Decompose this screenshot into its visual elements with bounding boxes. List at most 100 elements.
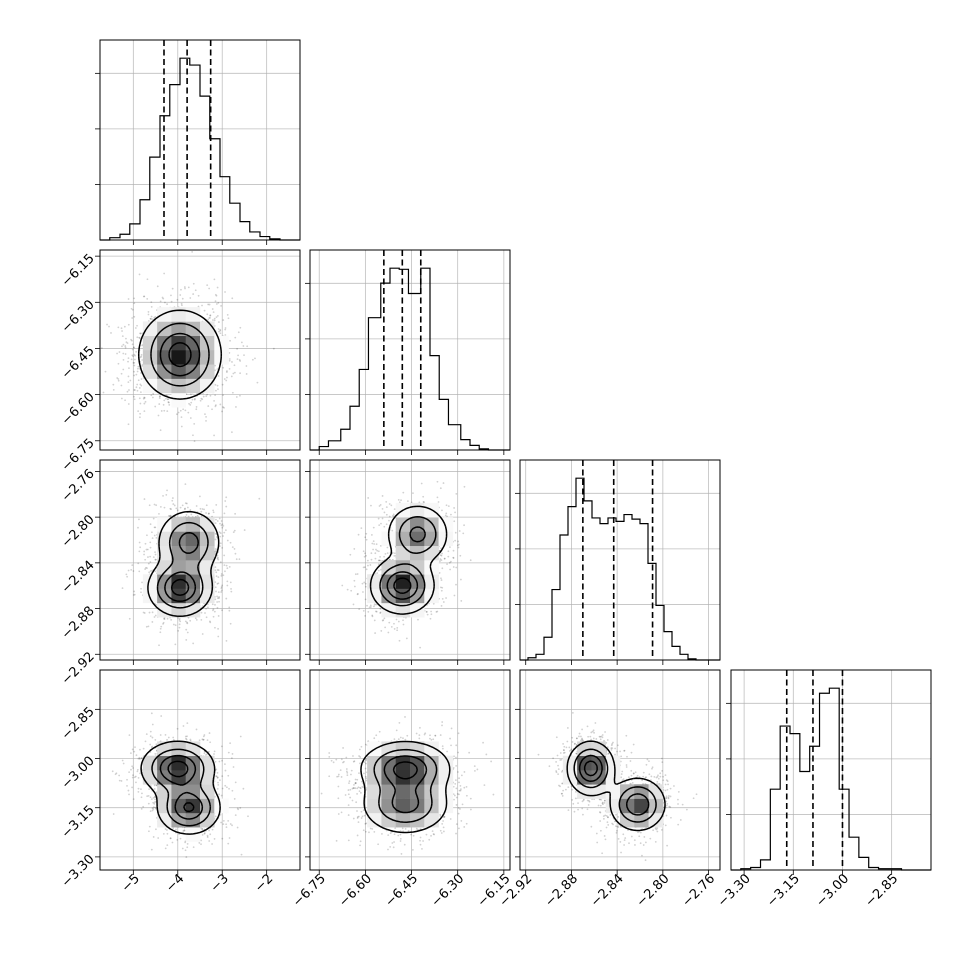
density-cell: [185, 335, 201, 351]
histogram-bar: [130, 224, 140, 240]
scatter-point: [133, 346, 135, 349]
scatter-point: [141, 581, 143, 584]
histogram-bar: [568, 507, 576, 660]
scatter-point: [216, 554, 219, 557]
scatter-point: [152, 836, 155, 838]
scatter-point: [425, 610, 428, 613]
scatter-point: [388, 519, 390, 522]
scatter-point: [214, 394, 217, 397]
scatter-point: [233, 798, 236, 800]
scatter-point: [228, 352, 231, 354]
density-cell: [424, 560, 439, 575]
scatter-point: [147, 320, 150, 322]
scatter-point: [180, 302, 183, 305]
scatter-point: [183, 286, 186, 288]
scatter-point: [383, 511, 386, 514]
scatter-point: [222, 406, 224, 408]
scatter-point: [396, 627, 399, 629]
scatter-point: [214, 383, 217, 386]
scatter-point: [376, 549, 379, 552]
density-cell: [171, 350, 187, 365]
scatter-point: [444, 514, 447, 517]
histogram-bar: [448, 425, 460, 450]
scatter-point: [446, 515, 448, 518]
scatter-point: [178, 626, 181, 629]
contour-level-3: [393, 577, 412, 595]
panel-frame: [309, 459, 511, 661]
scatter-point: [170, 300, 173, 303]
scatter-point: [139, 332, 142, 335]
panel-frame: [99, 249, 301, 451]
scatter-point: [463, 485, 466, 488]
scatter-point: [133, 593, 136, 596]
histogram-bar: [544, 637, 552, 660]
scatter-point: [139, 412, 142, 415]
scatter-point: [356, 593, 359, 596]
scatter-point: [186, 631, 189, 634]
scatter-point: [174, 624, 177, 627]
scatter-point: [143, 410, 146, 413]
scatter-point: [440, 547, 442, 550]
panel-frame: [730, 669, 932, 871]
scatter-point: [386, 546, 389, 549]
scatter-point: [455, 492, 458, 495]
scatter-point: [123, 325, 126, 328]
scatter-point: [195, 406, 198, 408]
scatter-point: [379, 607, 382, 610]
scatter-point: [128, 734, 131, 736]
scatter-point: [147, 625, 150, 628]
scatter-point: [144, 451, 146, 453]
scatter-point: [154, 558, 157, 561]
scatter-point: [460, 578, 462, 581]
scatter-point: [140, 467, 142, 469]
scatter-point: [441, 552, 443, 555]
scatter-point: [214, 404, 217, 407]
scatter-point: [207, 606, 209, 609]
histogram-bar: [250, 232, 260, 240]
scatter-point: [346, 588, 349, 591]
scatter-point: [149, 570, 152, 572]
histogram-bar: [859, 857, 869, 870]
density-cell: [142, 350, 158, 365]
scatter-point: [449, 560, 452, 563]
scatter-point: [221, 837, 224, 840]
scatter-point: [256, 381, 259, 384]
scatter-point: [357, 533, 360, 536]
histogram-bar: [368, 318, 380, 450]
scatter-point: [360, 527, 363, 530]
scatter-point: [151, 723, 154, 726]
scatter-point: [189, 417, 192, 419]
scatter-point: [131, 343, 134, 346]
scatter-point: [142, 397, 145, 400]
scatter-point: [139, 391, 142, 394]
scatter-point: [188, 402, 190, 405]
scatter-point: [452, 556, 455, 559]
scatter-point: [166, 617, 169, 620]
scatter-point: [135, 386, 138, 389]
scatter-point: [154, 570, 157, 573]
histogram-bar: [839, 789, 849, 870]
scatter-point: [370, 552, 373, 555]
scatter-point: [175, 413, 178, 416]
density-cell: [185, 545, 201, 561]
histogram-bar: [800, 772, 810, 870]
scatter-point: [391, 514, 394, 517]
density-cell: [395, 545, 411, 561]
scatter-point: [181, 297, 184, 300]
scatter-point: [239, 326, 242, 329]
scatter-point: [430, 610, 433, 613]
scatter-point: [130, 307, 133, 310]
panel-frame: [99, 39, 301, 241]
histogram-bar: [632, 519, 640, 660]
scatter-point: [458, 530, 461, 532]
scatter-point: [148, 571, 151, 574]
scatter-point: [205, 420, 207, 422]
scatter-point: [233, 371, 236, 374]
scatter-point: [209, 394, 212, 397]
scatter-point: [223, 378, 226, 380]
scatter-point: [385, 513, 388, 516]
scatter-point: [133, 590, 136, 593]
scatter-point: [121, 330, 123, 332]
scatter-point: [214, 405, 217, 408]
scatter-point: [150, 306, 153, 308]
